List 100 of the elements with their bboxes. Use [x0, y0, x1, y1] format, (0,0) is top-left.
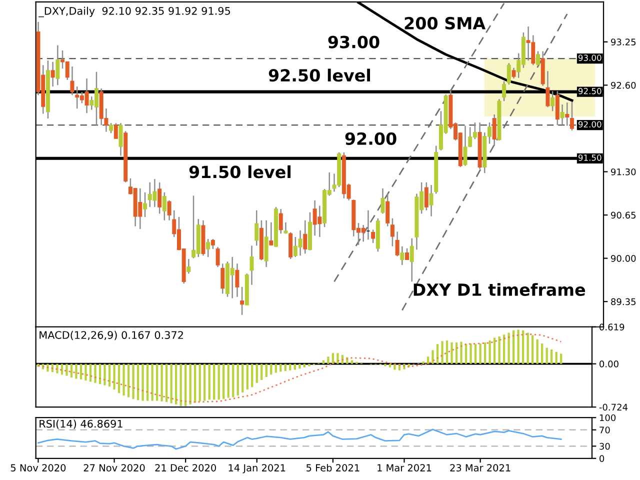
y-tick-label: 0	[600, 455, 604, 462]
x-tick-label: 27 Nov 2020	[84, 464, 145, 472]
ref-line-label: 93.00	[578, 54, 602, 61]
bar	[426, 356, 430, 364]
bar	[108, 364, 111, 387]
candlestick	[546, 70, 550, 108]
bar	[541, 344, 544, 364]
bar	[122, 364, 125, 396]
annotation: 92.00	[345, 132, 396, 145]
bar	[56, 364, 58, 374]
bar	[560, 354, 562, 364]
candlestick	[570, 101, 574, 132]
bar	[260, 364, 263, 380]
bar	[493, 338, 496, 364]
bar	[526, 332, 529, 364]
bar	[474, 344, 477, 364]
candlestick	[240, 286, 244, 316]
series-label: 200 SMA	[404, 16, 486, 30]
bar	[227, 364, 230, 398]
candlestick	[216, 246, 220, 268]
bar	[198, 364, 201, 402]
candlestick	[220, 262, 225, 294]
bar	[84, 364, 87, 381]
bar	[156, 364, 158, 401]
x-tick-label: 21 Dec 2020	[155, 464, 216, 472]
candlestick	[210, 238, 215, 250]
candlestick	[550, 90, 555, 112]
bar	[274, 364, 277, 373]
candlestick	[506, 62, 511, 86]
y-tick-label: 93.25	[611, 38, 636, 46]
bar	[222, 364, 225, 400]
bar	[170, 364, 172, 404]
bar	[522, 330, 524, 364]
bar	[194, 364, 196, 403]
bar	[66, 364, 68, 376]
bar	[498, 336, 500, 364]
bar	[289, 364, 292, 370]
bar	[532, 335, 534, 364]
bar	[455, 342, 458, 364]
bar	[265, 364, 268, 377]
candlestick	[50, 61, 55, 88]
bar	[218, 364, 220, 400]
candlestick	[410, 238, 414, 282]
candlestick	[555, 90, 560, 126]
bar	[446, 340, 448, 364]
x-tick-label: 5 Nov 2020	[10, 464, 66, 472]
x-tick-label: 1 Mar 2021	[378, 464, 432, 472]
bar	[236, 364, 239, 396]
y-tick-label: 100	[600, 414, 616, 422]
candlestick	[162, 192, 166, 221]
bar	[132, 364, 134, 400]
y-tick-label: 90.00	[611, 255, 636, 262]
candlestick	[303, 220, 308, 254]
candlestick	[158, 182, 162, 214]
bar	[280, 364, 282, 372]
bar	[322, 360, 324, 364]
candlestick	[206, 238, 210, 258]
bar	[460, 342, 462, 364]
bar	[104, 364, 106, 386]
bar	[142, 364, 144, 401]
bar	[508, 332, 510, 364]
annotation: 93.00	[328, 36, 380, 48]
candlestick	[278, 208, 283, 234]
bar	[512, 330, 515, 364]
bar	[242, 364, 244, 392]
candlestick	[390, 218, 394, 247]
bar	[470, 344, 472, 364]
candlestick	[254, 210, 259, 246]
bar	[46, 364, 49, 372]
bar	[384, 364, 386, 366]
ref-line-label: 91.50	[578, 154, 602, 161]
bar	[422, 361, 424, 364]
bar	[80, 364, 82, 380]
ref-line-label: 92.50	[578, 88, 602, 94]
bar	[336, 353, 339, 364]
x-tick-label: 23 Mar 2021	[450, 464, 510, 472]
bar	[232, 364, 234, 398]
bar	[550, 350, 553, 364]
candlestick	[380, 188, 385, 214]
candlestick	[264, 220, 268, 268]
bar	[488, 340, 491, 364]
chart-title: RSI(14) 46.8691	[40, 420, 122, 429]
bar	[213, 364, 216, 400]
bar	[502, 334, 506, 364]
bar	[94, 364, 96, 383]
chart-title: _DXY,Daily 92.10 92.35 91.92 91.95	[38, 6, 230, 18]
bar	[118, 364, 120, 394]
y-tick-label: 30	[600, 442, 610, 450]
candlestick	[386, 193, 390, 227]
candlestick	[400, 246, 404, 266]
candlestick	[565, 102, 570, 126]
candlestick	[269, 222, 274, 246]
chart-title: MACD(12,26,9) 0.167 0.372	[40, 330, 183, 340]
x-tick-label: 5 Feb 2021	[306, 464, 360, 472]
bar	[484, 342, 486, 364]
bar	[256, 364, 258, 383]
annotation: 91.50 level	[189, 165, 291, 178]
bar	[388, 364, 392, 368]
bar	[270, 364, 272, 375]
candlestick	[536, 50, 540, 68]
